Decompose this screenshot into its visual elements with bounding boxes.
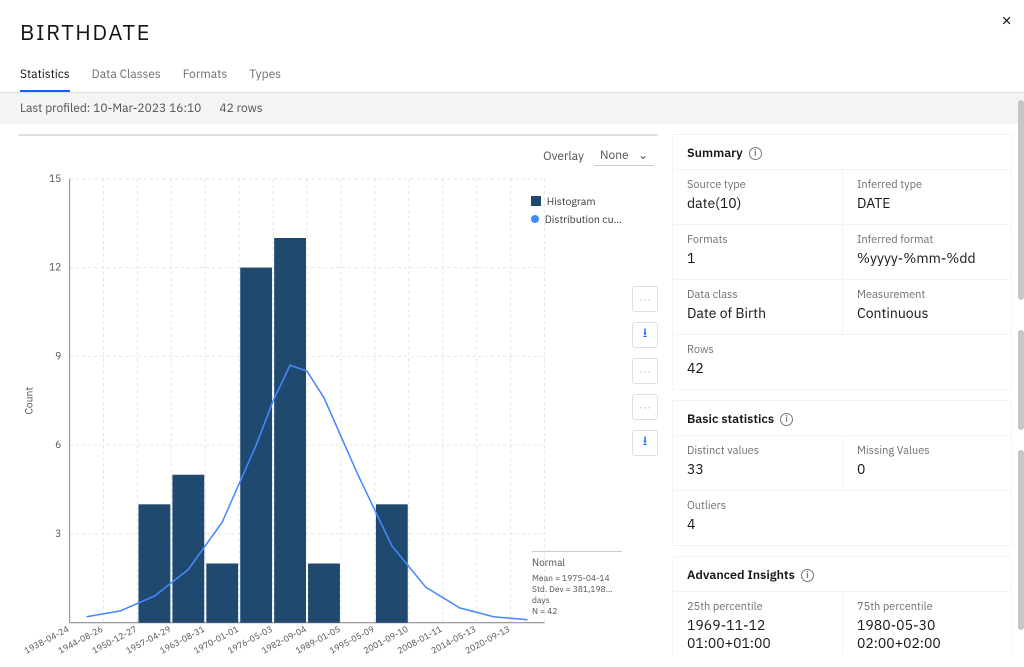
adv-p25: 1969-11-12 01:00+01:00 (687, 616, 828, 652)
download-icon[interactable]: ⭳ (632, 322, 658, 348)
info-icon[interactable]: i (749, 147, 762, 160)
svg-text:3: 3 (55, 526, 61, 540)
overlay-select[interactable]: None ⌄ (594, 146, 654, 166)
tab-statistics[interactable]: Statistics (20, 59, 70, 92)
chart-tools: ⋯ ⭳ ⋯ ⋯ ⭳ (632, 286, 658, 456)
basic-outliers: 4 (687, 515, 997, 533)
svg-text:15: 15 (49, 171, 61, 185)
close-icon[interactable]: × (1001, 8, 1012, 31)
overlay-label: Overlay (543, 149, 584, 164)
summary-inferred-format: %yyyy-%mm-%dd (857, 249, 997, 267)
scrollbar[interactable] (1018, 0, 1024, 667)
legend-swatch-distribution (531, 215, 539, 223)
info-icon[interactable]: i (780, 413, 793, 426)
panel-advanced-insights: Advanced Insights i 25th percentile1969-… (672, 556, 1012, 655)
main-tabs: Statistics Data Classes Formats Types (0, 59, 1024, 93)
tool-blank-1[interactable]: ⋯ (632, 286, 658, 312)
summary-source-type: date(10) (687, 194, 828, 212)
chart-legend: Histogram Distribution cu… (531, 194, 622, 230)
last-profiled: Last profiled: 10-Mar-2023 16:10 (20, 101, 201, 116)
rows-count: 42 rows (219, 101, 262, 116)
basic-distinct: 33 (687, 460, 828, 478)
svg-text:Count: Count (21, 387, 35, 415)
summary-inferred-type: DATE (857, 194, 997, 212)
summary-data-class: Date of Birth (687, 304, 828, 322)
basic-missing: 0 (857, 460, 997, 478)
chevron-down-icon: ⌄ (638, 148, 648, 163)
svg-text:12: 12 (49, 260, 61, 274)
page-title: BIRTHDATE (20, 18, 1004, 47)
panel-basic-stats: Basic statistics i Distinct values33 Mis… (672, 400, 1012, 546)
panel-summary: Summary i Source typedate(10) Inferred t… (672, 134, 1012, 390)
tool-blank-3[interactable]: ⋯ (632, 394, 658, 420)
tool-blank-2[interactable]: ⋯ (632, 358, 658, 384)
normal-stats: Normal Mean = 1975-04-14 Std. Dev = 381,… (532, 551, 622, 617)
tab-formats[interactable]: Formats (183, 59, 227, 92)
svg-text:9: 9 (55, 348, 61, 362)
summary-rows: 42 (687, 359, 997, 377)
summary-formats: 1 (687, 249, 828, 267)
summary-measurement: Continuous (857, 304, 997, 322)
info-icon[interactable]: i (801, 569, 814, 582)
tab-data-classes[interactable]: Data Classes (92, 59, 161, 92)
adv-p75: 1980-05-30 02:00+02:00 (857, 616, 997, 652)
export-icon[interactable]: ⭳ (632, 430, 658, 456)
legend-swatch-histogram (531, 196, 541, 206)
tab-types[interactable]: Types (249, 59, 281, 92)
meta-bar: Last profiled: 10-Mar-2023 16:10 42 rows (0, 93, 1024, 124)
svg-text:6: 6 (55, 437, 61, 451)
